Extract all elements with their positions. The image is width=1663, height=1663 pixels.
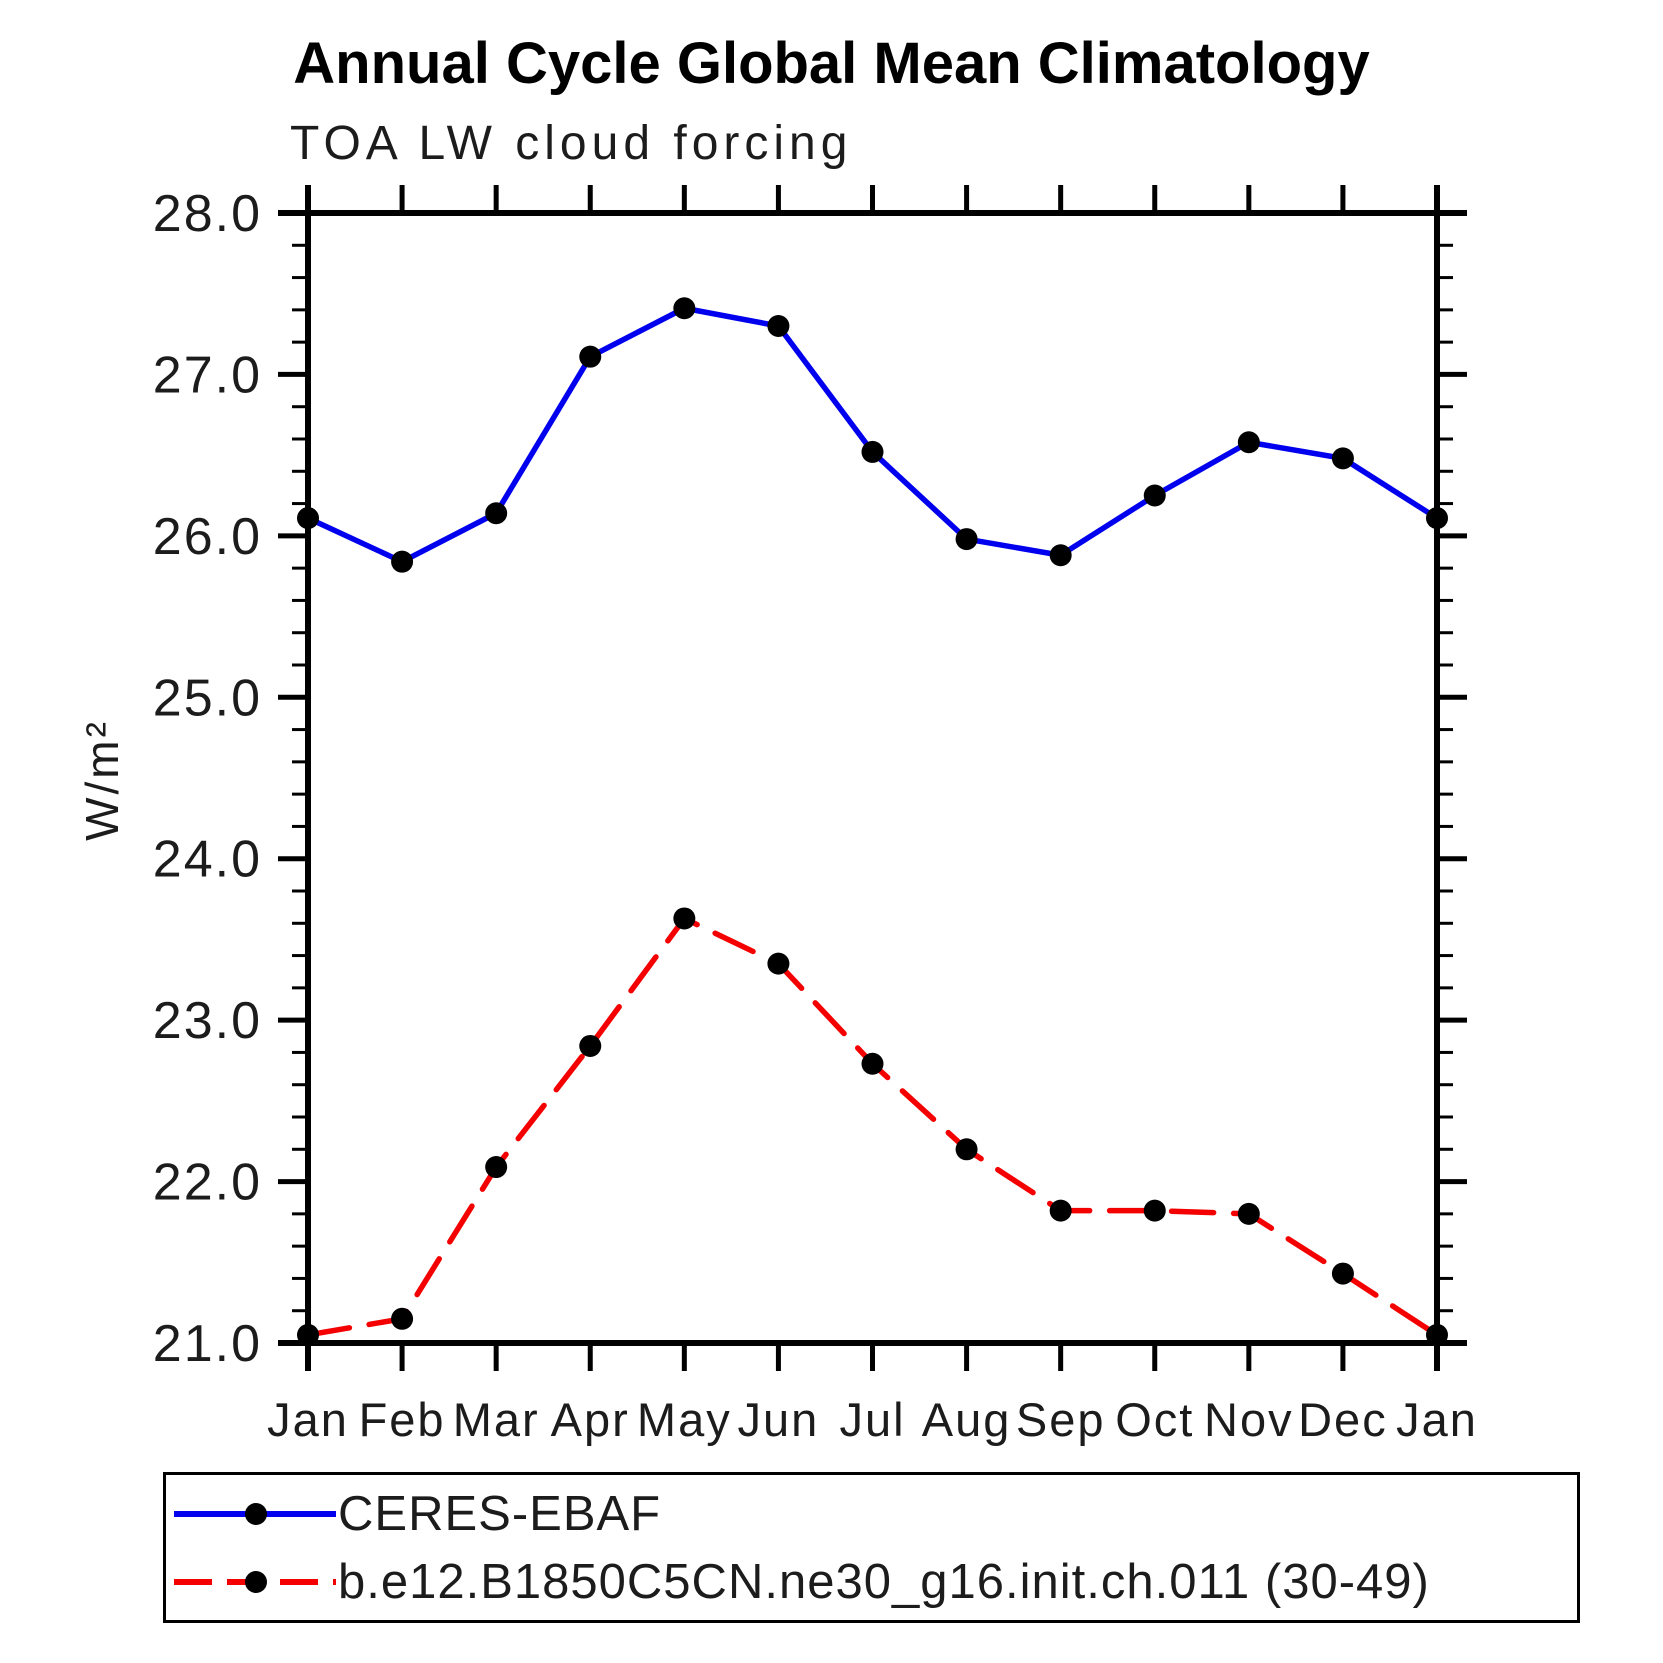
legend-label-model: b.e12.B1850C5CN.ne30_g16.init.ch.011 (30…	[338, 1554, 1430, 1609]
chart-title: Annual Cycle Global Mean Climatology	[293, 31, 1370, 96]
chart-subtitle: TOA LW cloud forcing	[290, 117, 853, 170]
svg-text:Jun: Jun	[738, 1393, 820, 1446]
svg-text:Mar: Mar	[453, 1393, 540, 1446]
legend-line-solid-icon	[174, 1502, 336, 1525]
svg-text:Apr: Apr	[551, 1393, 630, 1446]
svg-text:25.0: 25.0	[153, 669, 262, 727]
legend-entry-ceres: CERES-EBAF	[166, 1480, 1577, 1548]
svg-text:26.0: 26.0	[153, 508, 262, 566]
svg-text:27.0: 27.0	[153, 346, 262, 404]
svg-text:Jul: Jul	[839, 1393, 905, 1446]
svg-text:Feb: Feb	[359, 1393, 446, 1446]
svg-text:24.0: 24.0	[153, 831, 262, 889]
svg-text:Sep: Sep	[1016, 1393, 1106, 1446]
svg-text:28.0: 28.0	[153, 185, 262, 243]
svg-text:Oct: Oct	[1115, 1393, 1194, 1446]
svg-text:Nov: Nov	[1204, 1393, 1294, 1446]
svg-text:Aug: Aug	[922, 1393, 1012, 1446]
svg-text:23.0: 23.0	[153, 992, 262, 1050]
legend-label-ceres: CERES-EBAF	[338, 1486, 662, 1541]
svg-text:21.0: 21.0	[153, 1315, 262, 1373]
svg-text:22.0: 22.0	[153, 1154, 262, 1212]
svg-text:Jan: Jan	[267, 1393, 349, 1446]
legend-line-dashed-icon	[174, 1570, 336, 1593]
legend-entry-model: b.e12.B1850C5CN.ne30_g16.init.ch.011 (30…	[166, 1548, 1577, 1616]
svg-text:Dec: Dec	[1298, 1393, 1388, 1446]
legend-box: CERES-EBAF b.e12.B1850C5CN.ne30_g16.init…	[163, 1472, 1580, 1623]
svg-text:Jan: Jan	[1396, 1393, 1478, 1446]
svg-text:May: May	[637, 1393, 732, 1446]
